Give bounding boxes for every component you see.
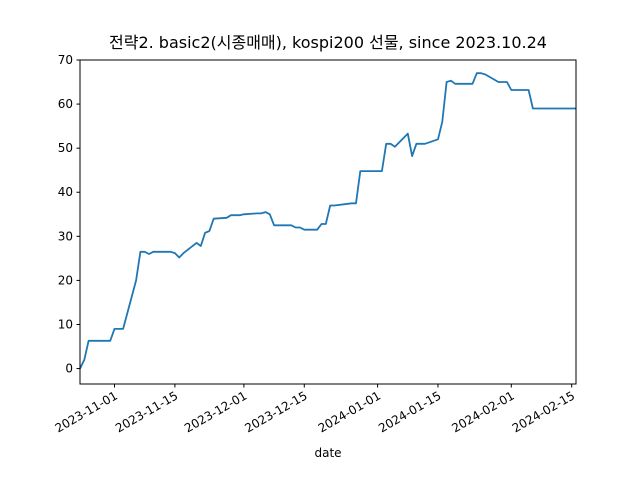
x-tick-label: 2023-12-15 (242, 388, 309, 435)
x-tick-label: 2023-12-01 (182, 388, 249, 435)
chart-title: 전략2. basic2(시종매매), kospi200 선물, since 20… (109, 33, 547, 52)
y-tick-label: 0 (65, 362, 73, 376)
x-tick-label: 2024-02-01 (449, 388, 516, 435)
x-tick-label: 2024-01-01 (316, 388, 383, 435)
y-tick-label: 50 (58, 141, 73, 155)
y-tick-label: 60 (58, 97, 73, 111)
y-tick-label: 40 (58, 185, 73, 199)
x-tick-label: 2024-01-15 (376, 388, 443, 435)
series-line (79, 72, 576, 369)
x-tick-label: 2024-02-15 (510, 388, 577, 435)
y-tick-label: 10 (58, 317, 73, 331)
x-tick-label: 2023-11-01 (53, 388, 120, 435)
x-axis-label: date (314, 446, 341, 460)
y-tick-label: 30 (58, 229, 73, 243)
plot-line-layer (79, 72, 576, 369)
x-tick-label: 2023-11-15 (113, 388, 180, 435)
y-tick-label: 20 (58, 273, 73, 287)
y-axis: 0 10 20 30 40 50 60 70 (58, 53, 80, 376)
plot-frame (79, 59, 577, 385)
y-tick-label: 70 (58, 53, 73, 67)
